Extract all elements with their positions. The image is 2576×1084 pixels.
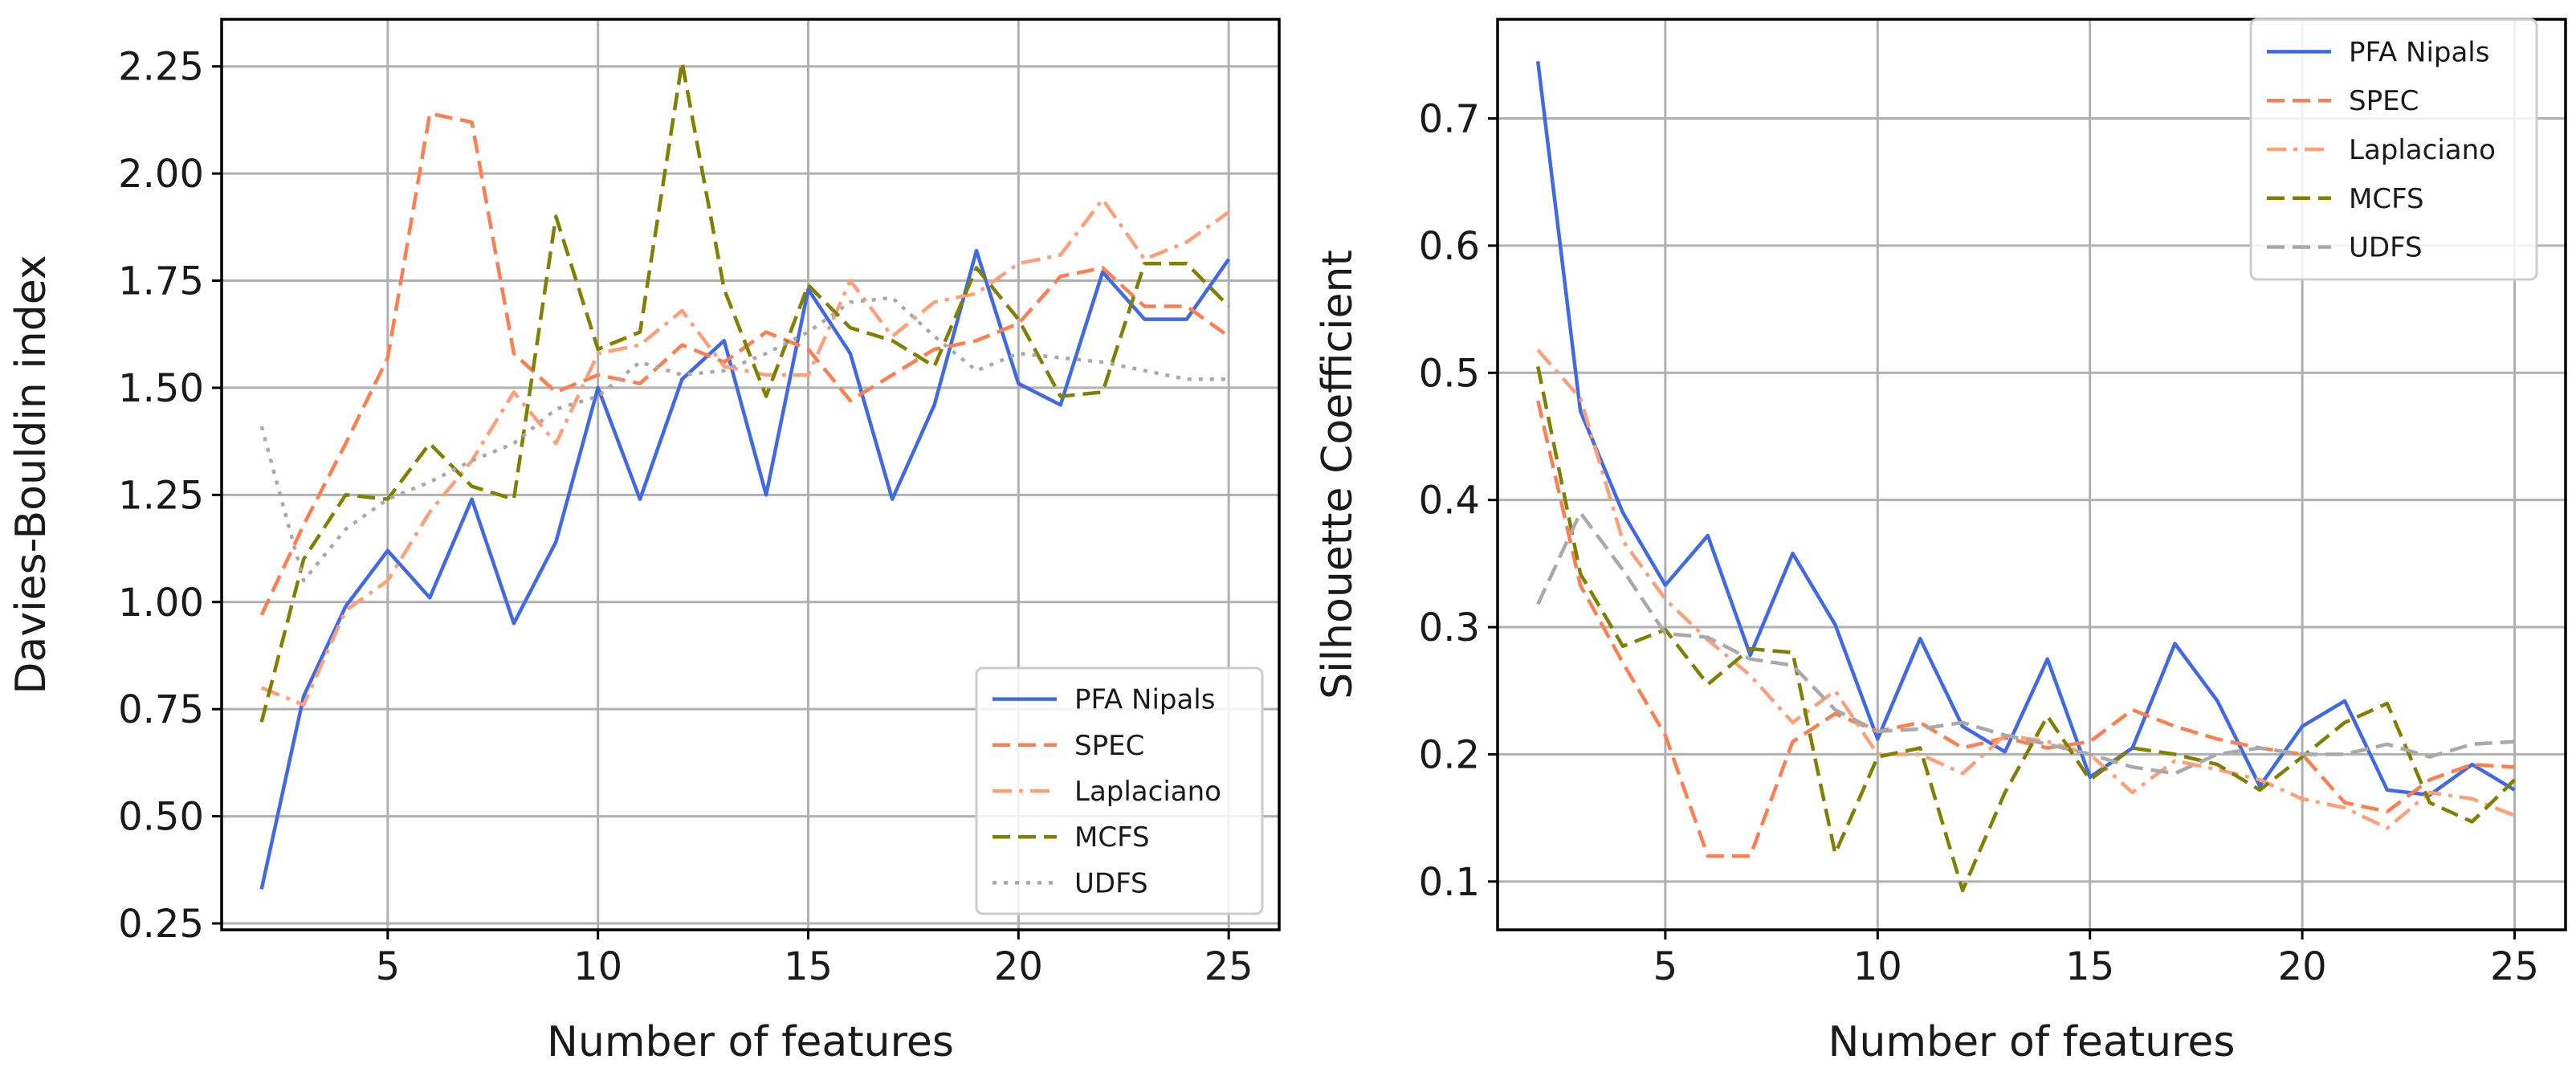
- y-axis-label: Davies-Bouldin index: [7, 255, 55, 694]
- y-tick-label: 1.25: [118, 473, 204, 518]
- legend-label: PFA Nipals: [2349, 36, 2489, 68]
- y-tick-label: 2.25: [118, 45, 204, 90]
- legend-label: SPEC: [2349, 85, 2419, 117]
- y-tick-label: 0.5: [1419, 351, 1480, 396]
- x-tick-label: 25: [1204, 944, 1253, 989]
- y-tick-label: 0.25: [118, 902, 204, 947]
- series-line-mcfs: [259, 60, 1230, 723]
- y-tick-label: 0.2: [1419, 732, 1480, 777]
- series-line-pfa-nipals: [1535, 61, 2516, 797]
- legend-label: PFA Nipals: [1074, 684, 1215, 716]
- x-axis-label: Number of features: [547, 1018, 954, 1066]
- x-tick-label: 5: [376, 944, 401, 989]
- legend-label: Laplaciano: [2349, 134, 2496, 166]
- x-tick-label: 10: [1853, 944, 1902, 989]
- y-tick-label: 0.50: [118, 795, 204, 840]
- davies-bouldin-chart: 5 10 15 20 25 0.25 0.50 0.75 1.00 1.25 1.50 1.75 2.0…: [7, 18, 1281, 1066]
- plot-frame: [220, 18, 1281, 931]
- y-tick-label: 1.75: [118, 259, 204, 304]
- y-tick-label: 0.4: [1419, 479, 1480, 524]
- series-line-spec: [1536, 400, 2515, 858]
- legend: PFA Nipals SPEC Laplaciano MCFS UDFS: [2249, 18, 2538, 281]
- y-tick-label: 1.50: [118, 366, 204, 411]
- legend: PFA Nipals SPEC Laplaciano MCFS UDFS: [975, 666, 1264, 915]
- y-tick-label: 0.1: [1419, 860, 1480, 905]
- legend-label: UDFS: [1074, 867, 1148, 899]
- y-tick-label: 0.75: [118, 687, 204, 732]
- series-line-laplaciano: [260, 197, 1230, 707]
- legend-label: Laplaciano: [1074, 776, 1221, 808]
- y-tick-label: 2.00: [118, 152, 204, 197]
- series-line-udfs: [259, 295, 1229, 583]
- series-line-laplaciano: [1536, 348, 2516, 830]
- y-tick-label: 1.00: [118, 581, 204, 626]
- series-line-pfa-nipals: [259, 248, 1231, 890]
- legend-label: UDFS: [2349, 232, 2423, 264]
- silhouette-chart: 5 10 15 20 25 0.1 0.2 0.3 0.4 0.5 0.6 0.7 Number of …: [1314, 18, 2567, 1066]
- series-line-udfs: [1536, 511, 2515, 776]
- legend-label: MCFS: [1074, 821, 1150, 854]
- series-line-mcfs: [1535, 365, 2517, 893]
- x-axis-label: Number of features: [1828, 1018, 2236, 1066]
- x-tick-label: 20: [2278, 944, 2327, 989]
- y-tick-label: 0.6: [1419, 224, 1480, 269]
- legend-label: MCFS: [2349, 183, 2424, 215]
- y-axis-label: Silhouette Coefficient: [1314, 250, 1362, 699]
- series-line-spec: [259, 112, 1230, 616]
- plot-frame: [1496, 18, 2567, 931]
- legend-label: SPEC: [1074, 730, 1144, 762]
- x-tick-label: 25: [2490, 944, 2539, 989]
- legend-box: [975, 666, 1264, 915]
- y-tick-label: 0.7: [1419, 97, 1480, 142]
- x-tick-label: 10: [573, 944, 622, 989]
- legend-box: [2249, 18, 2538, 281]
- x-tick-label: 20: [994, 944, 1043, 989]
- x-tick-label: 15: [2065, 944, 2114, 989]
- x-tick-label: 5: [1653, 944, 1678, 989]
- y-tick-label: 0.3: [1419, 605, 1480, 650]
- x-tick-label: 15: [784, 944, 833, 989]
